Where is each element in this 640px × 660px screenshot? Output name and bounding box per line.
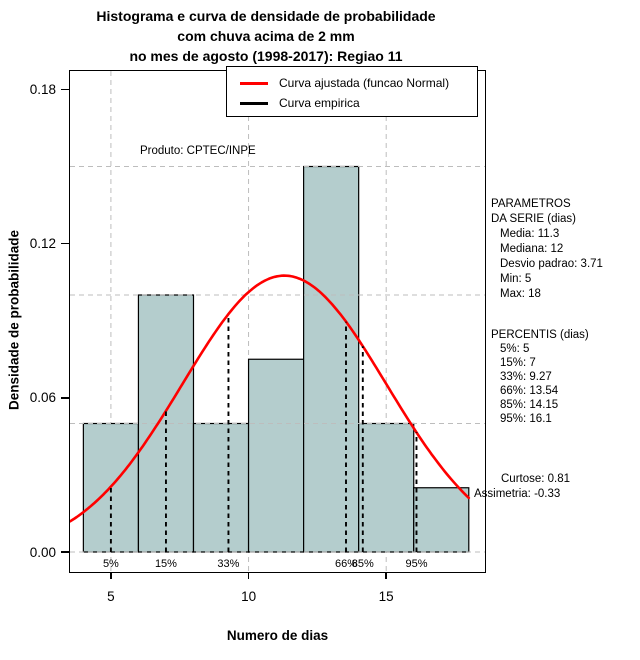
legend: Curva ajustada (funcao Normal) Curva emp…: [226, 66, 478, 117]
y-tick-label: 0.06: [29, 390, 56, 406]
chart-title-line1: Histograma e curva de densidade de proba…: [96, 8, 436, 24]
y-tick: [61, 551, 69, 553]
stat-desvio-padrao: Desvio padrao: 3.71: [500, 258, 603, 270]
fitted-curve-swatch: [240, 81, 268, 85]
percentile-label: 85%: [352, 558, 374, 570]
percentile-label: 66%: [335, 558, 357, 570]
product-label: Produto: CPTEC/INPE: [140, 145, 256, 157]
histogram-bar: [358, 422, 415, 553]
percentil-15: 15%: 7: [500, 357, 536, 369]
percentile-label: 95%: [405, 558, 427, 570]
x-axis-title: Numero de dias: [226, 628, 329, 643]
histogram-bar: [247, 358, 305, 553]
percentile-label: 15%: [155, 558, 177, 570]
parametros-title-1: PARAMETROS: [491, 198, 571, 210]
chart-title-line2: com chuva acima de 2 mm: [177, 28, 355, 44]
x-tick-label: 15: [378, 589, 394, 604]
percentil-85: 85%: 14.15: [500, 399, 559, 411]
percentile-label: 33%: [217, 558, 239, 570]
x-tick: [385, 572, 387, 579]
y-tick: [61, 397, 69, 399]
legend-item-empirical: Curva empirica: [227, 93, 477, 113]
y-tick: [61, 242, 69, 245]
x-tick-label: 10: [241, 589, 257, 604]
percentil-95: 95%: 16.1: [500, 413, 552, 425]
x-tick: [110, 572, 112, 579]
percentis-block: PERCENTIS (dias) 5%: 5 15%: 7 33%: 9.27 …: [491, 328, 589, 426]
chart-title-line3: no mes de agosto (1998-2017): Regiao 11: [129, 48, 403, 64]
stat-max: Max: 18: [500, 288, 541, 300]
y-tick: [61, 88, 69, 91]
percentis-title: PERCENTIS (dias): [491, 329, 589, 341]
y-tick-label: 0.18: [29, 81, 56, 97]
percentil-33: 33%: 9.27: [500, 371, 552, 383]
x-tick: [247, 572, 250, 579]
percentil-66: 66%: 13.54: [500, 385, 559, 397]
stat-min: Min: 5: [500, 273, 532, 285]
stat-assimetria: Assimetria: -0.33: [474, 488, 561, 500]
legend-item-fitted: Curva ajustada (funcao Normal): [227, 73, 477, 93]
histogram-bar: [192, 422, 250, 553]
y-tick-label: 0.00: [29, 544, 56, 560]
x-tick-label: 5: [107, 589, 115, 604]
empirical-curve-swatch: [240, 101, 268, 105]
legend-label-fitted: Curva ajustada (funcao Normal): [279, 76, 450, 90]
parametros-block: PARAMETROS DA SERIE (dias) Media: 11.3 M…: [491, 197, 603, 302]
chart-title: Histograma e curva de densidade de proba…: [0, 6, 532, 66]
stat-curtose: Curtose: 0.81: [501, 473, 571, 485]
stat-media: Media: 11.3: [500, 228, 560, 240]
plot-svg: 5% 15% 33% 66%85% 95%: [70, 71, 485, 572]
legend-label-empirical: Curva empirica: [279, 96, 360, 110]
fitted-normal-curve: [70, 274, 471, 523]
y-tick-label: 0.12: [29, 236, 56, 252]
histogram-bar: [413, 487, 470, 553]
stat-mediana: Mediana: 12: [500, 243, 564, 255]
percentil-5: 5%: 5: [500, 343, 530, 355]
percentile-label: 5%: [103, 558, 119, 570]
plot-area: 5% 15% 33% 66% 85% 95%: [69, 70, 486, 573]
histogram-bar: [303, 165, 360, 553]
y-axis-title: Densidade de probabilidade: [6, 229, 22, 411]
parametros-title-2: DA SERIE (dias): [491, 213, 576, 225]
